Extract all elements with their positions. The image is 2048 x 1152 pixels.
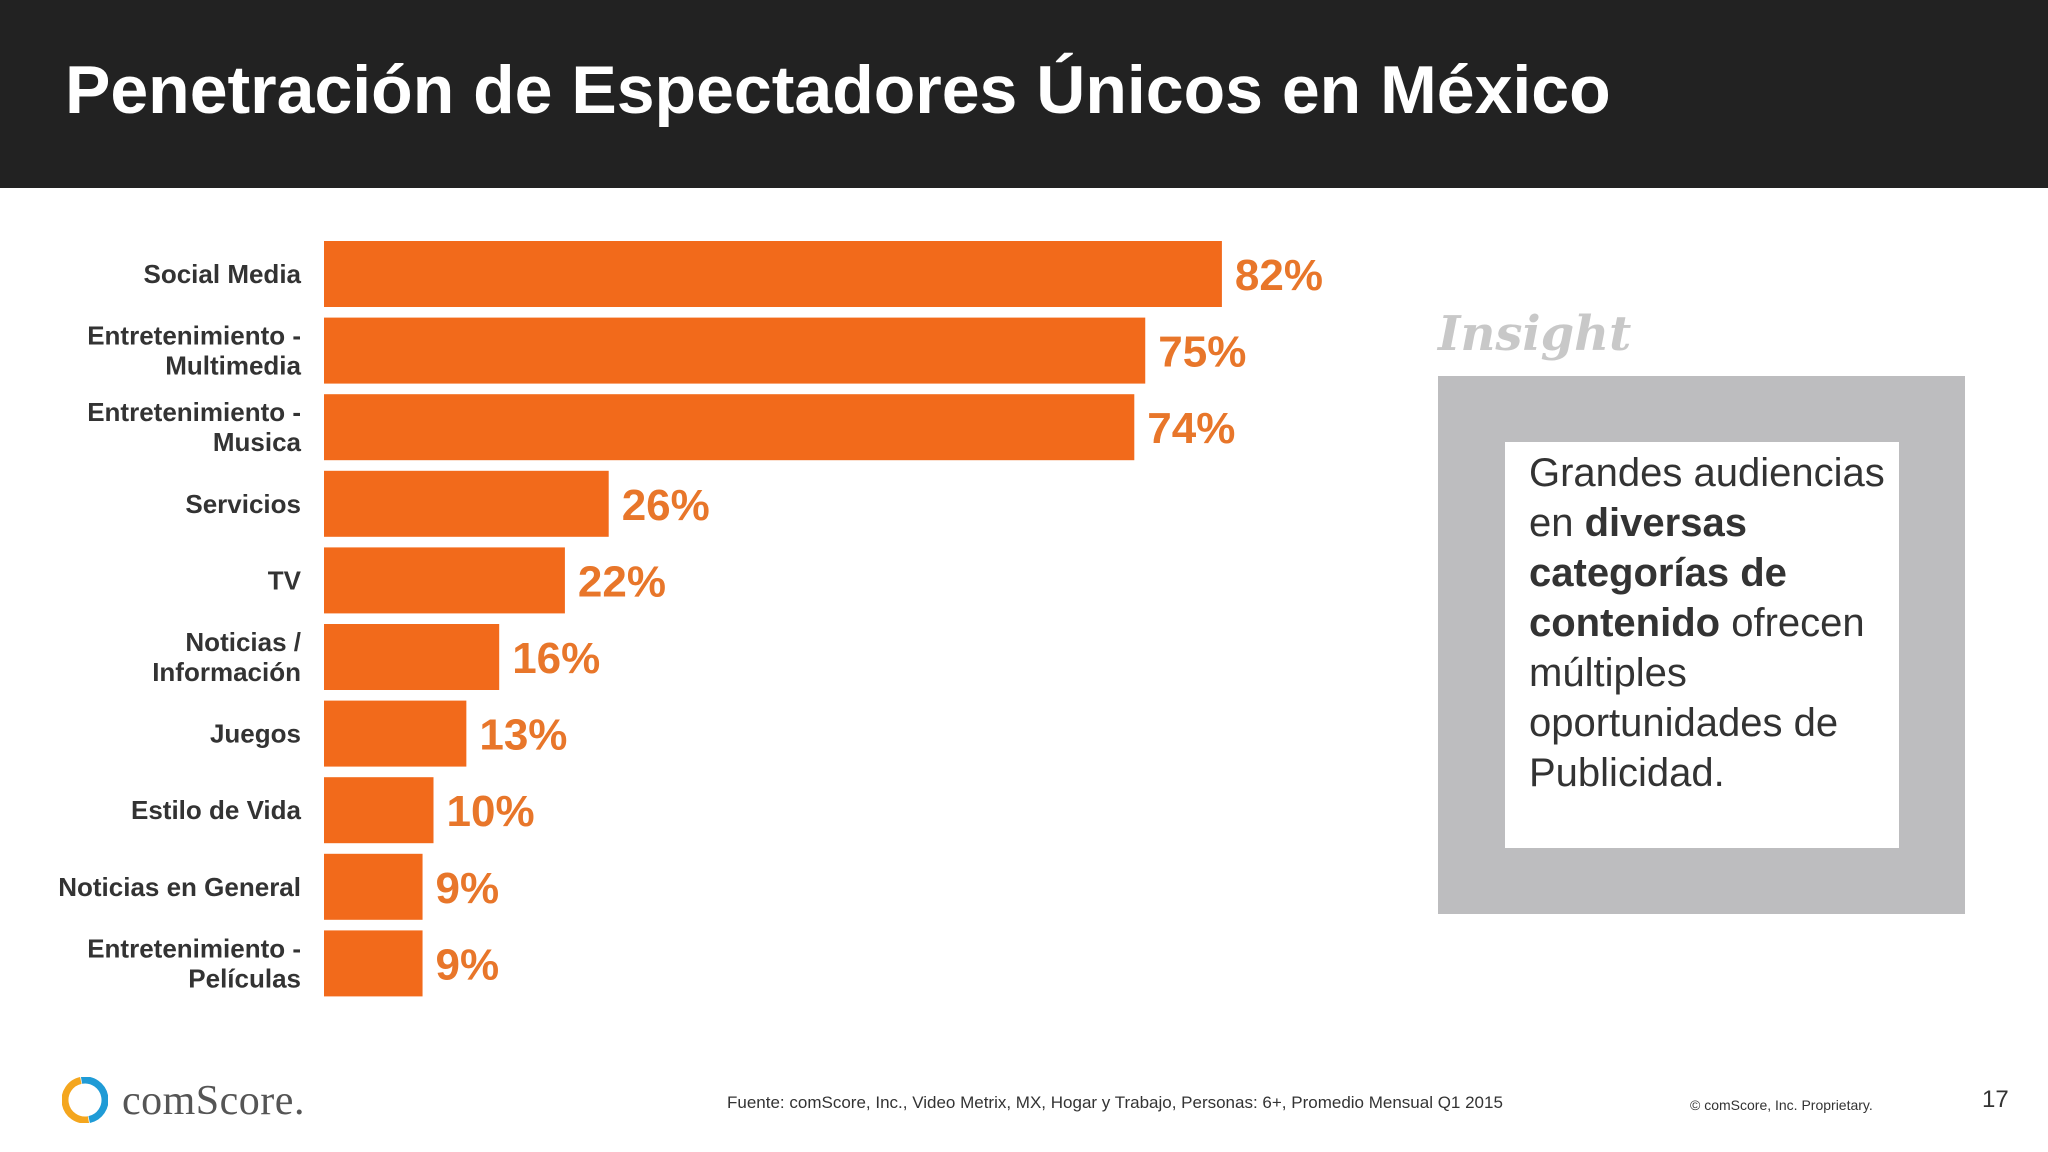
category-label: Entretenimiento -Musica xyxy=(87,397,301,457)
category-label: Estilo de Vida xyxy=(131,795,302,825)
category-label: Entretenimiento -Películas xyxy=(87,933,301,993)
bar xyxy=(324,700,467,767)
insight-heading: Insight xyxy=(1438,306,1632,362)
value-label: 82% xyxy=(1235,251,1323,300)
category-label: Noticias / Información xyxy=(152,627,301,687)
comscore-logo: comScore. xyxy=(62,1077,322,1125)
comscore-logo-text: comScore. xyxy=(122,1078,305,1124)
insight-text-outro: ofrecen múltiples oportunidades de Publi… xyxy=(1529,601,1865,795)
insight-text-highlight: diversas categorías de contenido xyxy=(1529,501,1787,645)
page-number: 17 xyxy=(1982,1086,2009,1113)
comscore-logo-icon xyxy=(62,1077,108,1123)
value-label: 10% xyxy=(447,787,535,836)
bar xyxy=(324,470,609,537)
value-label: 16% xyxy=(512,634,600,683)
category-label: Servicios xyxy=(185,489,301,519)
bar xyxy=(324,317,1146,384)
bar xyxy=(324,624,500,690)
category-label: Social Media xyxy=(144,259,302,289)
bar xyxy=(324,394,1135,461)
bar xyxy=(324,853,423,920)
copyright-note: © comScore, Inc. Proprietary. xyxy=(1690,1097,1873,1113)
source-note: Fuente: comScore, Inc., Video Metrix, MX… xyxy=(727,1093,1503,1112)
bar xyxy=(324,241,1222,307)
header-bar: Penetración de Espectadores Únicos en Mé… xyxy=(0,0,2048,188)
bar xyxy=(324,930,423,997)
insight-text-intro: Grandes audiencias en xyxy=(1529,451,1885,545)
value-label: 26% xyxy=(622,481,710,530)
category-label: Entretenimiento -Multimedia xyxy=(87,321,301,381)
category-label: Noticias en General xyxy=(58,872,301,902)
insight-text-box: Grandes audiencias en diversas categoría… xyxy=(1505,442,1899,848)
bar xyxy=(324,547,565,614)
category-label: Juegos xyxy=(210,719,301,749)
value-label: 74% xyxy=(1147,404,1235,453)
value-label: 9% xyxy=(436,864,500,913)
value-label: 75% xyxy=(1158,328,1246,377)
value-label: 9% xyxy=(436,940,500,989)
bar xyxy=(324,777,434,844)
value-label: 22% xyxy=(578,557,666,606)
value-label: 13% xyxy=(479,711,567,760)
page-title: Penetración de Espectadores Únicos en Mé… xyxy=(65,52,1611,128)
category-label: TV xyxy=(268,565,302,595)
bar-chart: 82% Social Media 75% Entretenimiento -Multi… xyxy=(58,241,1323,997)
